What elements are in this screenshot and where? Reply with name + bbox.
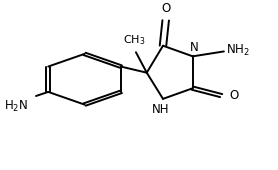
Text: O: O (229, 89, 239, 102)
Text: H$_2$N: H$_2$N (4, 99, 28, 114)
Text: N: N (190, 41, 198, 54)
Text: O: O (161, 2, 170, 15)
Text: CH$_3$: CH$_3$ (123, 33, 146, 47)
Text: NH$_2$: NH$_2$ (226, 43, 250, 58)
Text: NH: NH (152, 103, 169, 116)
